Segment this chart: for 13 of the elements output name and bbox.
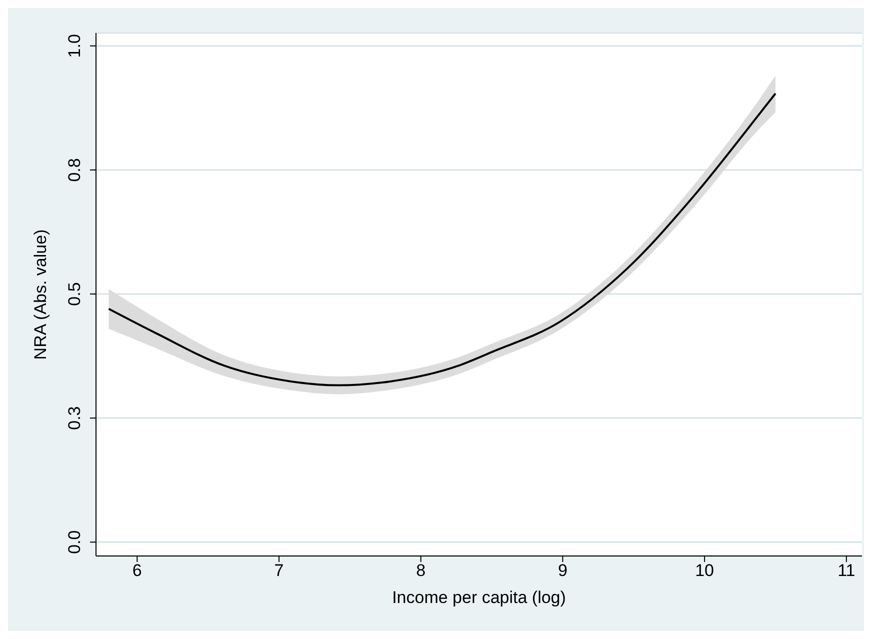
x-tick-label: 11: [838, 561, 856, 580]
y-axis-title: NRA (Abs. value): [31, 229, 50, 360]
x-tick-label: 8: [416, 561, 426, 580]
x-tick-label: 10: [695, 561, 714, 580]
y-tick-label: 0.8: [65, 158, 84, 182]
x-axis-title: Income per capita (log): [392, 588, 566, 607]
x-tick-label: 7: [274, 561, 284, 580]
y-tick-label: 0.3: [65, 406, 84, 430]
x-tick-label: 6: [132, 561, 142, 580]
y-tick-label: 0.5: [65, 282, 84, 306]
x-tick-label: 9: [558, 561, 568, 580]
y-tick-label: 0.0: [65, 530, 84, 554]
y-tick-label: 1.0: [65, 34, 84, 58]
